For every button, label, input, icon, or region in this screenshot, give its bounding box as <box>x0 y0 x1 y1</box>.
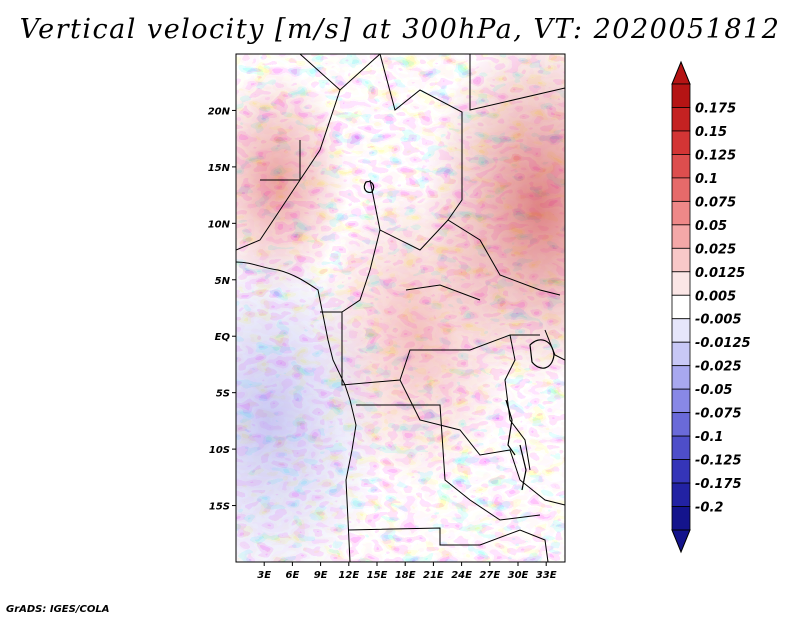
colorbar-swatch <box>671 482 691 507</box>
lon-tick-label: 3E <box>257 570 271 581</box>
lat-tick-label: 10S <box>209 445 230 456</box>
colorbar-swatch <box>671 224 691 249</box>
colorbar-swatch <box>671 388 691 414</box>
lon-tick-label: 12E <box>338 570 359 581</box>
colorbar-bottom-arrow <box>671 529 691 554</box>
colorbar-label: 0.125 <box>695 148 736 163</box>
colorbar-label: -0.1 <box>695 430 723 445</box>
lat-tick-label: 15S <box>209 502 230 513</box>
colorbar-swatch <box>671 107 691 132</box>
longitude-axis: 3E 6E 9E 12E 15E 18E 21E 24E 27E 30E 33E <box>257 562 557 581</box>
chart-title: Vertical velocity [m/s] at 300hPa, VT: 2… <box>19 14 781 45</box>
lat-tick-label: 5N <box>215 276 231 287</box>
country-borders <box>236 54 565 562</box>
lon-tick-label: 9E <box>314 570 328 581</box>
colorbar-label: 0.1 <box>695 172 718 187</box>
lon-tick-label: 21E <box>423 570 444 581</box>
colorbar-swatch <box>671 506 691 531</box>
grads-credit: GrADS: IGES/COLA <box>6 604 110 615</box>
colorbar-label: -0.175 <box>695 477 742 492</box>
colorbar-swatch <box>671 154 691 179</box>
lat-tick-label: 10N <box>208 219 231 230</box>
colorbar-swatch <box>671 459 691 484</box>
colorbar: 0.175 0.15 0.125 0.1 0.075 0.05 0.025 0.0125 0.0… <box>671 60 751 554</box>
lakes <box>363 181 555 491</box>
latitude-axis: 20N 15N 10N 5N EQ 5S 10S 15S <box>208 106 236 513</box>
colorbar-swatch <box>671 271 691 296</box>
lon-tick-label: 30E <box>508 570 529 581</box>
colorbar-swatch <box>671 318 691 343</box>
lon-tick-label: 15E <box>367 570 388 581</box>
colorbar-swatch <box>671 200 691 226</box>
colorbar-label: 0.15 <box>695 125 727 140</box>
colorbar-label: 0.05 <box>695 219 727 234</box>
colorbar-swatch <box>671 130 691 155</box>
colorbar-swatch <box>671 365 691 390</box>
colorbar-label: -0.125 <box>695 454 742 469</box>
colorbar-label: 0.025 <box>695 242 736 257</box>
colorbar-label: -0.025 <box>695 360 742 375</box>
colorbar-label: -0.0125 <box>695 336 751 351</box>
colorbar-label: -0.075 <box>695 407 742 422</box>
lon-tick-label: 24E <box>451 570 472 581</box>
colorbar-swatch <box>671 412 691 437</box>
lat-tick-label: 15N <box>208 163 231 174</box>
lon-tick-label: 6E <box>286 570 300 581</box>
colorbar-label: 0.0125 <box>695 266 745 281</box>
map-frame <box>235 53 566 563</box>
lat-tick-label: EQ <box>215 332 231 343</box>
colorbar-swatch <box>671 83 691 108</box>
colorbar-label: 0.005 <box>695 289 736 304</box>
colorbar-label: -0.2 <box>695 501 723 516</box>
colorbar-swatch <box>671 294 691 320</box>
colorbar-label: -0.005 <box>695 313 742 328</box>
colorbar-label: 0.175 <box>695 101 736 116</box>
lat-tick-label: 5S <box>216 389 230 400</box>
colorbar-swatch <box>671 247 691 273</box>
colorbar-label: -0.05 <box>695 383 732 398</box>
lon-tick-label: 18E <box>395 570 416 581</box>
colorbar-swatch <box>671 177 691 202</box>
lat-tick-label: 20N <box>208 106 231 117</box>
colorbar-label: 0.075 <box>695 195 736 210</box>
colorbar-swatch <box>671 341 691 367</box>
colorbar-swatch <box>671 435 691 460</box>
colorbar-top-arrow <box>671 60 691 85</box>
lon-tick-label: 27E <box>479 570 500 581</box>
velocity-field <box>236 54 565 562</box>
lon-tick-label: 33E <box>536 570 557 581</box>
